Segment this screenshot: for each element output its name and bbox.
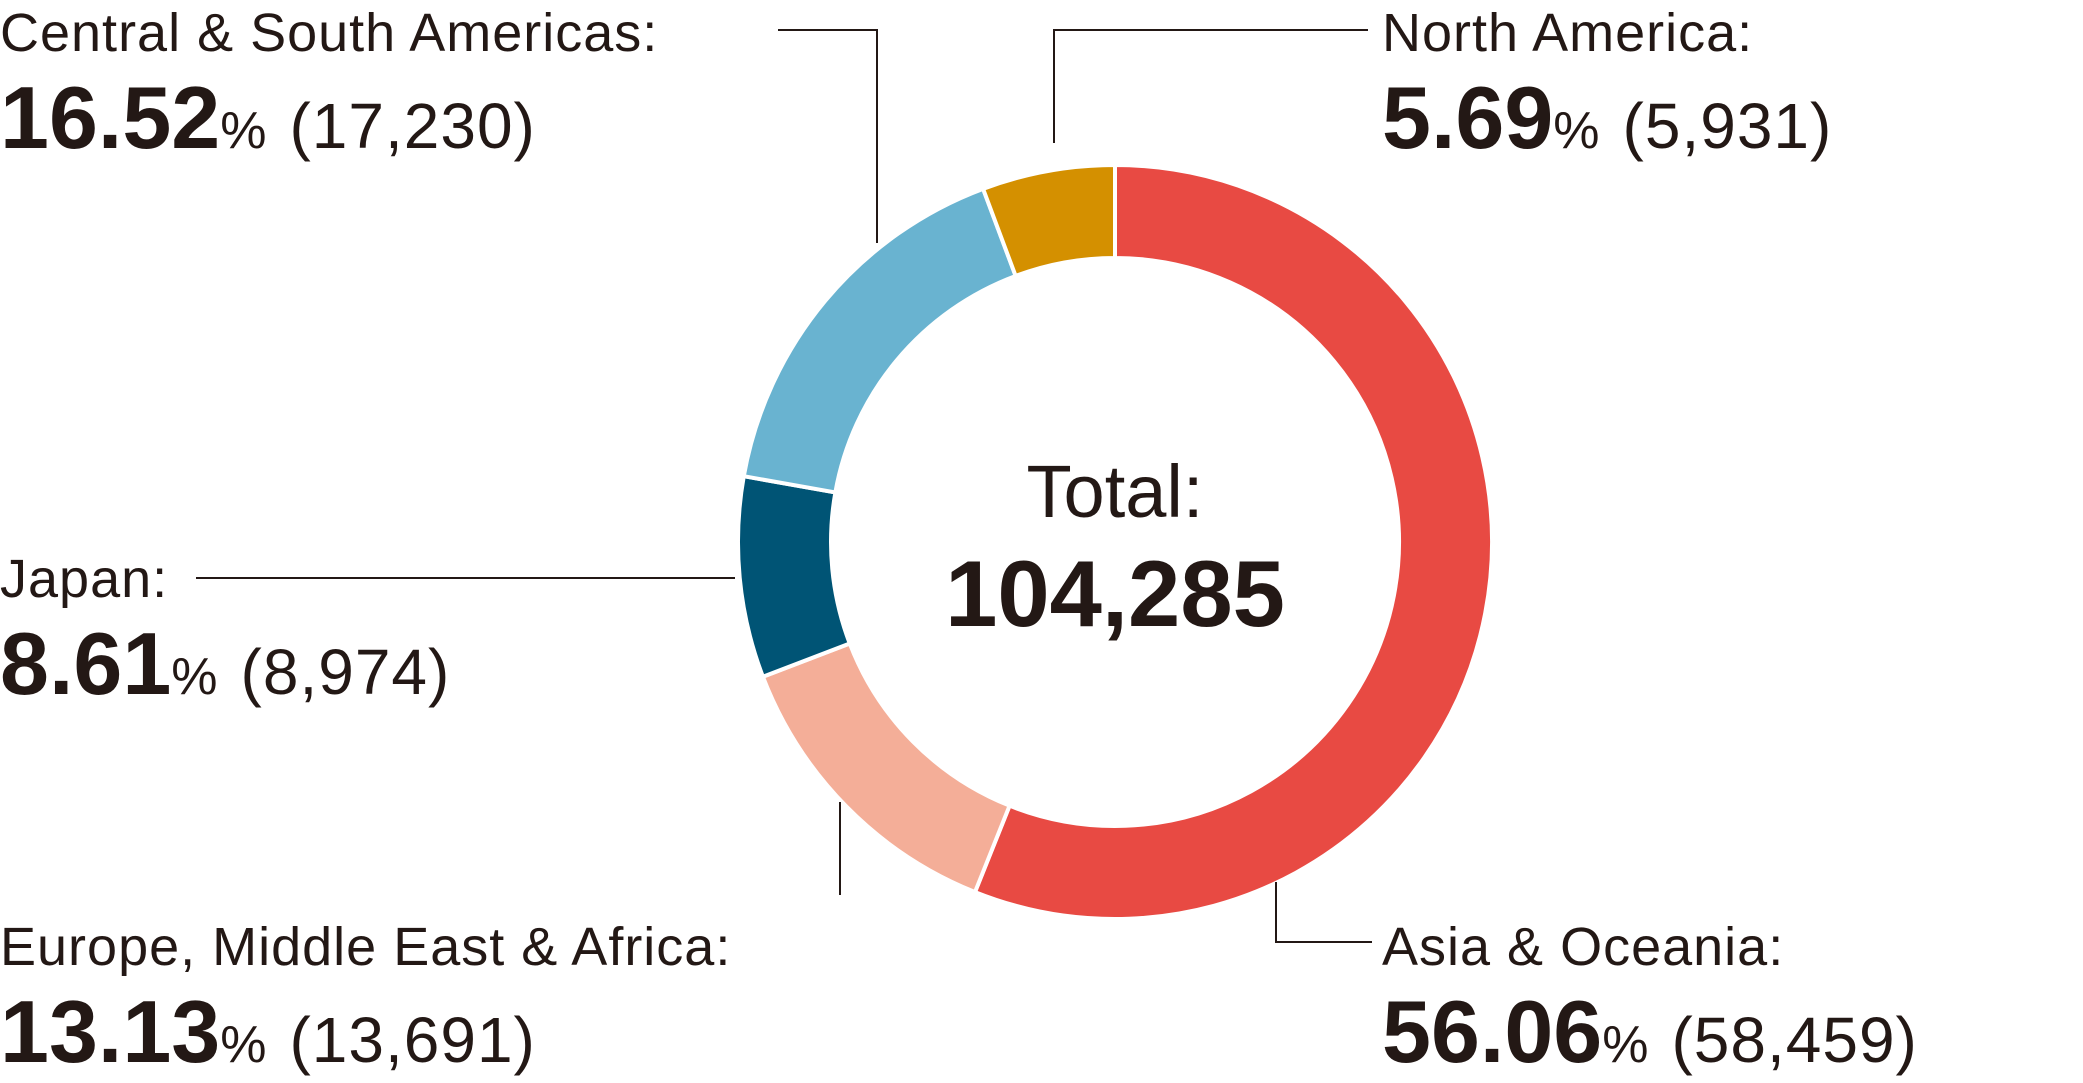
region-count: (13,691) [289, 1004, 536, 1076]
legend-label-japan: Japan: 8.61% (8,974) [0, 552, 450, 708]
percent-symbol: % [220, 102, 268, 160]
region-value: 8.61% (8,974) [0, 620, 450, 708]
percent-symbol: % [171, 648, 219, 706]
region-percent: 5.69 [1382, 68, 1554, 167]
leader-line-na [1053, 29, 1368, 143]
slice-csa [741, 186, 1018, 495]
region-count: (58,459) [1671, 1004, 1918, 1076]
region-name: Japan: [0, 549, 169, 609]
region-value: 13.13% (13,691) [0, 988, 731, 1076]
region-count: (5,931) [1622, 90, 1833, 162]
slice-europe [760, 641, 1012, 895]
legend-label-europe: Europe, Middle East & Africa: 13.13% (13,… [0, 920, 731, 1076]
slice-na [981, 163, 1117, 278]
percent-symbol: % [1553, 102, 1601, 160]
percent-symbol: % [1602, 1016, 1650, 1074]
region-count: (8,974) [240, 636, 451, 708]
donut-slices [736, 163, 1495, 921]
legend-label-asia: Asia & Oceania: 56.06% (58,459) [1382, 920, 1918, 1076]
slice-japan [736, 474, 852, 679]
region-value: 16.52% (17,230) [0, 74, 658, 162]
region-value: 56.06% (58,459) [1382, 988, 1918, 1076]
region-name: Central & South Americas: [0, 3, 659, 63]
total-value: 104,285 [945, 541, 1285, 646]
region-percent: 13.13 [0, 982, 221, 1081]
region-count: (17,230) [289, 90, 536, 162]
slice-asia [973, 163, 1495, 921]
total-label: Total: [1026, 450, 1204, 533]
region-value: 5.69% (5,931) [1382, 74, 1832, 162]
region-percent: 56.06 [1382, 982, 1603, 1081]
leader-lines [196, 29, 1372, 943]
region-name: North America: [1382, 3, 1754, 63]
legend-label-csa: Central & South Americas: 16.52% (17,230) [0, 6, 658, 162]
leader-line-asia [1275, 882, 1372, 943]
region-name: Europe, Middle East & Africa: [0, 917, 732, 977]
percent-symbol: % [220, 1016, 268, 1074]
region-percent: 16.52 [0, 68, 221, 167]
leader-line-csa [778, 29, 878, 243]
legend-label-na: North America: 5.69% (5,931) [1382, 6, 1832, 162]
region-name: Asia & Oceania: [1382, 917, 1785, 977]
total-display: Total: 104,285 [945, 455, 1285, 641]
region-percent: 8.61 [0, 614, 172, 713]
